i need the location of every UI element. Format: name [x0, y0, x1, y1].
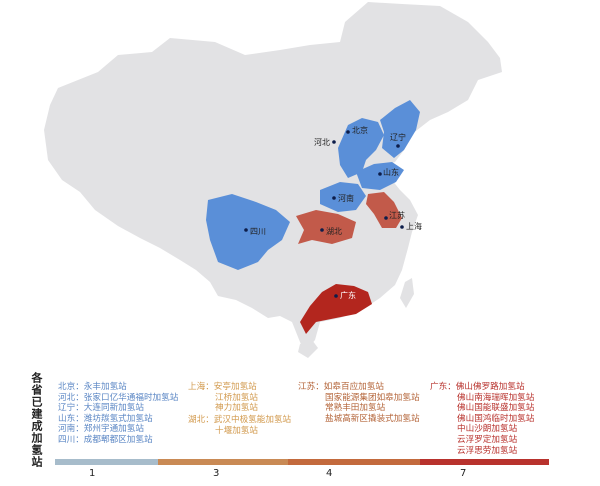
- legend-group-hubei: 湖北：武汉中极氢能加氢站 十堰加氢站: [188, 415, 291, 436]
- scale-label-1: 1: [89, 468, 96, 479]
- marker-shandong: [378, 172, 382, 176]
- label-hubei: 湖北: [326, 227, 342, 236]
- province-sichuan: [206, 194, 290, 270]
- province-jiangsu: [366, 192, 402, 228]
- legend-item: 山东：潍坊羰氢式加氢站: [58, 413, 153, 424]
- label-sichuan: 四川: [250, 227, 266, 236]
- china-map: 北京 河北 辽宁 山东 河南 江苏 上海 湖北 四川 广东: [44, 2, 502, 358]
- marker-sichuan: [244, 228, 248, 232]
- scale-label-4: 4: [326, 468, 333, 479]
- legend-item: 湖北：武汉中极氢能加氢站: [188, 415, 292, 425]
- marker-jiangsu: [384, 216, 388, 220]
- label-hebei: 河北: [314, 137, 330, 147]
- marker-liaoning: [396, 144, 400, 148]
- hainan-island: [298, 340, 318, 358]
- label-beijing: 北京: [352, 125, 368, 135]
- scale-segment-4: [288, 459, 420, 465]
- province-henan: [320, 182, 366, 212]
- legend-item: 江苏：如皋百应加氢站: [298, 382, 384, 392]
- legend-item: 云浮思劳加氢站: [457, 445, 518, 456]
- label-shanghai: 上海: [406, 221, 422, 231]
- province-guangdong: [300, 284, 372, 334]
- legend-group-jiangsu: 江苏：如皋百应加氢站 国家能源集团如皋加氢站 常熟丰田加氢站 盐城高新区撬装式加…: [298, 382, 420, 424]
- legend-title: 各省已建成加氢站: [30, 372, 43, 468]
- legend-item: 佛山南海瑞晖加氢站: [457, 392, 535, 403]
- province-liaoning: [380, 100, 420, 158]
- city-markers: [244, 130, 404, 298]
- marker-guangdong: [334, 294, 338, 298]
- marker-beijing: [346, 130, 350, 134]
- legend-item: 广东：佛山佛罗路加氢站: [430, 382, 525, 392]
- legend-group-shanghai: 上海：安亭加氢站 江桥加氢站 神力加氢站: [188, 382, 258, 414]
- scale-label-3: 3: [213, 468, 220, 479]
- label-henan: 河南: [338, 193, 354, 203]
- label-jiangsu: 江苏: [389, 210, 405, 220]
- legend-item: 上海：安亭加氢站: [188, 382, 257, 392]
- province-hubei: [296, 210, 356, 244]
- marker-shanghai: [400, 225, 404, 229]
- legend-item: 北京：永丰加氢站: [58, 382, 127, 392]
- legend-item: 河南：郑州宇通加氢站: [58, 424, 144, 435]
- legend-item: 佛山国鸿临时加氢站: [457, 413, 535, 424]
- marker-hubei: [320, 228, 324, 232]
- legend-item: 江桥加氢站: [215, 392, 258, 403]
- taiwan-island: [400, 278, 414, 308]
- legend-item: 中山沙朗加氢站: [457, 424, 518, 435]
- legend-group-guangdong: 广东：佛山佛罗路加氢站 佛山南海瑞晖加氢站 佛山国能联盛加氢站 佛山国鸿临时加氢…: [430, 382, 534, 456]
- legend-group-tier1: 北京：永丰加氢站 河北：张家口亿华通福时加氢站 辽宁：大连同新加氢站 山东：潍坊…: [58, 382, 178, 446]
- legend-item: 河北：张家口亿华通福时加氢站: [58, 392, 179, 403]
- marker-hebei: [332, 140, 336, 144]
- label-shandong: 山东: [383, 167, 399, 177]
- legend-item: 四川：成都郫都区加氢站: [58, 434, 153, 445]
- legend-item: 盐城高新区撬装式加氢站: [325, 413, 420, 424]
- legend-scale-bar: [55, 459, 549, 465]
- scale-segment-3: [158, 459, 288, 465]
- legend-item: 十堰加氢站: [215, 425, 258, 436]
- province-shandong: [356, 162, 404, 190]
- province-hebei-beijing: [338, 118, 384, 178]
- legend-item: 云浮罗定加氢站: [457, 434, 518, 445]
- china-landmass: [44, 2, 502, 352]
- scale-segment-1: [55, 459, 158, 465]
- legend-item: 国家能源集团如皋加氢站: [325, 392, 420, 403]
- legend-item: 神力加氢站: [215, 403, 258, 414]
- legend-item: 辽宁：大连同新加氢站: [58, 403, 144, 414]
- marker-henan: [332, 196, 336, 200]
- scale-segment-7: [420, 459, 549, 465]
- legend-item: 常熟丰田加氢站: [325, 403, 386, 414]
- label-guangdong: 广东: [340, 290, 356, 300]
- scale-label-7: 7: [460, 468, 467, 479]
- label-liaoning: 辽宁: [390, 132, 406, 142]
- legend-item: 佛山国能联盛加氢站: [457, 403, 535, 414]
